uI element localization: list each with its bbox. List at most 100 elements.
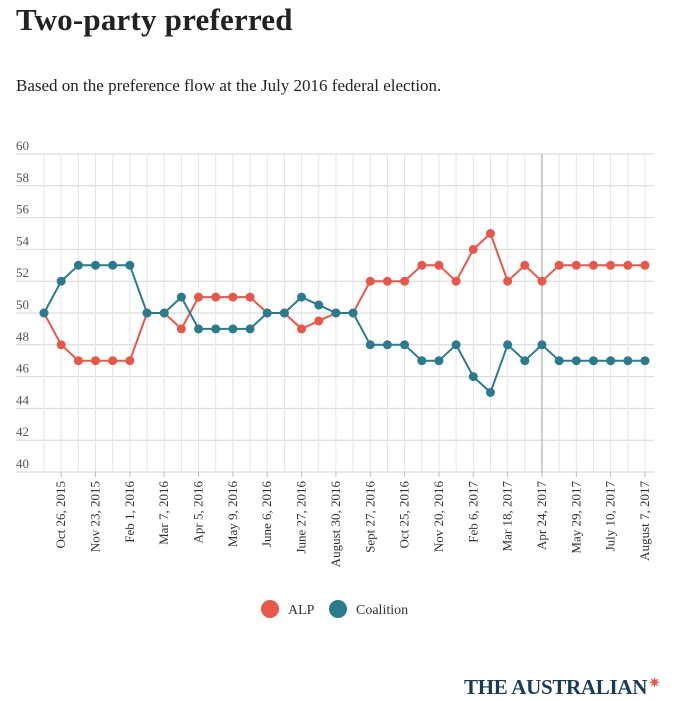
x-axis: Oct 26, 2015 Nov 23, 2015 Feb 1, 2016 Mar 7…	[53, 472, 652, 567]
x-tick-label: Apr 24, 2017	[534, 481, 549, 550]
data-point-coalition	[314, 300, 324, 310]
y-tick-label: 52	[16, 265, 29, 280]
data-point-alp	[554, 260, 564, 270]
data-point-coalition	[451, 340, 461, 350]
x-tick-label: Oct 25, 2016	[397, 481, 412, 549]
data-point-alp	[571, 260, 581, 270]
data-point-coalition	[365, 340, 375, 350]
data-point-coalition	[417, 356, 427, 366]
data-point-alp	[211, 292, 221, 302]
data-point-alp	[588, 260, 598, 270]
x-tick-label: Feb 6, 2017	[465, 481, 480, 543]
y-tick-label: 58	[16, 170, 29, 185]
data-point-alp	[245, 292, 255, 302]
data-point-coalition	[245, 324, 255, 334]
x-tick-label: May 29, 2017	[568, 481, 583, 554]
y-tick-label: 42	[16, 424, 29, 439]
data-point-coalition	[468, 372, 478, 382]
data-point-alp	[228, 292, 238, 302]
y-tick-label: 60	[16, 138, 29, 153]
data-point-coalition	[606, 356, 616, 366]
data-point-coalition	[554, 356, 564, 366]
data-point-coalition	[331, 308, 341, 318]
legend-marker-coalition	[329, 600, 347, 618]
data-point-alp	[434, 260, 444, 270]
data-point-alp	[400, 276, 410, 286]
y-axis: 40 42 44 46 48 50 52 54 56 58 60	[16, 138, 30, 471]
x-tick-label: July 10, 2017	[603, 481, 618, 552]
legend-label-coalition: Coalition	[356, 603, 408, 618]
legend-marker-alp	[261, 600, 279, 618]
data-point-alp	[382, 276, 392, 286]
y-tick-label: 40	[16, 456, 29, 471]
chart-subtitle: Based on the preference flow at the July…	[16, 76, 442, 95]
x-tick-label: Apr 5, 2016	[191, 481, 206, 544]
chart-legend: ALP Coalition	[261, 600, 408, 618]
data-point-coalition	[348, 308, 358, 318]
data-point-alp	[468, 244, 478, 254]
publisher-name: THE AUSTRALIAN	[464, 675, 648, 699]
x-tick-label: June 27, 2016	[294, 481, 309, 554]
x-tick-label: Sept 27, 2016	[362, 481, 377, 553]
data-point-alp	[623, 260, 633, 270]
publisher-logo: THE AUSTRALIAN ✷	[464, 675, 660, 700]
data-point-coalition	[211, 324, 221, 334]
data-point-alp	[537, 276, 547, 286]
data-point-alp	[194, 292, 204, 302]
data-point-alp	[451, 276, 461, 286]
chart-series	[39, 229, 650, 397]
x-tick-label: Mar 7, 2016	[156, 481, 171, 545]
data-point-alp	[314, 316, 324, 326]
x-tick-label: August 7, 2017	[637, 481, 652, 561]
sun-logo-icon: ✷	[649, 675, 660, 690]
data-point-alp	[56, 340, 66, 350]
data-point-coalition	[73, 260, 83, 270]
data-point-coalition	[485, 388, 495, 397]
series-line-coalition	[43, 264, 645, 394]
data-point-coalition	[39, 308, 49, 318]
legend-label-alp: ALP	[288, 603, 315, 618]
data-point-coalition	[520, 356, 530, 366]
data-point-coalition	[56, 276, 66, 286]
data-point-coalition	[503, 340, 513, 350]
data-point-coalition	[108, 260, 118, 270]
x-tick-label: Mar 18, 2017	[500, 481, 515, 552]
data-point-coalition	[228, 324, 238, 334]
data-point-coalition	[176, 292, 186, 302]
data-point-alp	[417, 260, 427, 270]
data-point-coalition	[640, 356, 650, 366]
data-point-coalition	[400, 340, 410, 350]
data-point-alp	[640, 260, 650, 270]
series-line-alp	[43, 232, 645, 362]
y-tick-label: 54	[16, 233, 30, 248]
data-point-alp	[365, 276, 375, 286]
x-tick-label: August 30, 2016	[328, 481, 343, 568]
y-tick-label: 48	[16, 329, 29, 344]
y-tick-label: 50	[16, 297, 29, 312]
chart-title: Two-party preferred	[16, 2, 293, 37]
data-point-coalition	[262, 308, 272, 318]
x-tick-label: Oct 26, 2015	[53, 481, 68, 549]
data-point-coalition	[159, 308, 169, 318]
data-point-alp	[297, 324, 307, 334]
data-point-coalition	[279, 308, 289, 318]
y-tick-label: 44	[16, 392, 30, 407]
data-point-alp	[176, 324, 186, 334]
data-point-coalition	[588, 356, 598, 366]
x-tick-label: Feb 1, 2016	[122, 481, 137, 543]
y-tick-label: 46	[16, 361, 30, 376]
data-point-alp	[503, 276, 513, 286]
x-tick-label: June 6, 2016	[259, 481, 274, 548]
data-point-coalition	[142, 308, 152, 318]
y-tick-label: 56	[16, 202, 30, 217]
data-point-coalition	[571, 356, 581, 366]
data-point-coalition	[194, 324, 204, 334]
data-point-coalition	[434, 356, 444, 366]
x-tick-label: May 9, 2016	[225, 481, 240, 548]
data-point-coalition	[382, 340, 392, 350]
data-point-alp	[520, 260, 530, 270]
data-point-alp	[91, 356, 101, 366]
data-point-alp	[606, 260, 616, 270]
data-point-coalition	[623, 356, 633, 366]
